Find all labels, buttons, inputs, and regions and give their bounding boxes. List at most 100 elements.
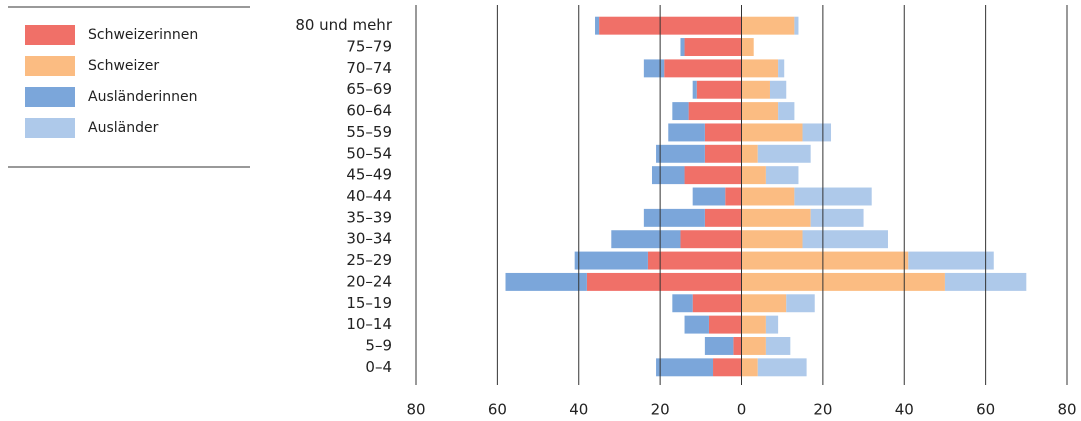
legend-swatch — [25, 56, 75, 76]
bar — [794, 16, 799, 35]
x-tick-label: 40 — [895, 401, 914, 419]
legend-label: Ausländerinnen — [88, 89, 197, 105]
bar — [733, 337, 742, 355]
x-tick-label: 80 — [406, 401, 425, 419]
bar — [741, 251, 909, 270]
bar — [656, 358, 714, 377]
y-tick-label: 35–39 — [346, 208, 392, 226]
bar — [684, 315, 709, 334]
bar — [765, 337, 791, 355]
bar — [680, 38, 685, 56]
bar — [769, 80, 787, 99]
bar — [704, 208, 742, 227]
x-tick-label: 80 — [1057, 401, 1076, 419]
bar — [704, 144, 742, 163]
y-tick-label: 5–9 — [365, 336, 392, 354]
bar — [741, 144, 758, 163]
bar — [725, 187, 742, 206]
bar — [741, 59, 779, 78]
bar — [741, 166, 766, 185]
y-tick-label: 10–14 — [346, 315, 392, 333]
bar — [595, 16, 600, 35]
bar — [741, 230, 803, 249]
bar — [668, 123, 705, 142]
bar — [802, 230, 888, 249]
bar — [741, 337, 766, 355]
x-tick-label: 40 — [569, 401, 588, 419]
y-tick-label: 30–34 — [346, 230, 392, 248]
y-tick-label: 15–19 — [346, 294, 392, 312]
y-tick-label: 50–54 — [346, 144, 392, 162]
bar — [741, 102, 779, 121]
bar — [672, 102, 689, 121]
bar — [692, 187, 726, 206]
bar — [794, 187, 872, 206]
bar — [741, 358, 758, 377]
bar — [643, 208, 705, 227]
bar — [741, 123, 803, 142]
bar — [765, 166, 799, 185]
bar — [741, 80, 770, 99]
bar — [765, 315, 779, 334]
x-tick-label: 20 — [651, 401, 670, 419]
bar — [741, 272, 945, 291]
bar — [741, 16, 795, 35]
bar — [692, 294, 742, 313]
y-tick-label: 40–44 — [346, 187, 392, 205]
y-tick-label: 65–69 — [346, 80, 392, 98]
x-tick-label: 60 — [976, 401, 995, 419]
bar — [651, 166, 685, 185]
bar — [696, 80, 742, 99]
y-tick-label: 80 und mehr — [295, 16, 393, 34]
bar — [810, 208, 864, 227]
bar — [680, 230, 742, 249]
bar — [713, 358, 742, 377]
y-tick-label: 20–24 — [346, 272, 392, 290]
bar — [688, 102, 742, 121]
bar — [741, 187, 795, 206]
legend-label: Schweizer — [88, 58, 159, 74]
bar — [505, 272, 587, 291]
bar — [599, 16, 742, 35]
bar — [692, 80, 697, 99]
bar — [802, 123, 832, 142]
legend-swatch — [25, 87, 75, 107]
bar — [611, 230, 681, 249]
bar — [778, 102, 795, 121]
bar — [647, 251, 742, 270]
legend-swatch — [25, 25, 75, 45]
bar — [741, 208, 811, 227]
y-tick-label: 55–59 — [346, 123, 392, 141]
bar — [757, 358, 807, 377]
bar — [704, 337, 734, 355]
x-tick-label: 0 — [737, 401, 747, 419]
bar — [586, 272, 742, 291]
bar — [741, 294, 787, 313]
bar — [664, 59, 742, 78]
bar — [741, 315, 766, 334]
bar — [757, 144, 811, 163]
legend-swatch — [25, 118, 75, 138]
bar — [908, 251, 994, 270]
bar — [643, 59, 665, 78]
bar — [574, 251, 648, 270]
bar — [684, 38, 742, 56]
y-tick-label: 0–4 — [365, 358, 392, 376]
bar — [704, 123, 742, 142]
y-tick-label: 60–64 — [346, 102, 392, 120]
bar — [786, 294, 815, 313]
bar — [656, 144, 705, 163]
x-tick-label: 20 — [813, 401, 832, 419]
bar — [778, 59, 785, 78]
bar — [672, 294, 693, 313]
legend-label: Ausländer — [88, 120, 159, 136]
legend-label: Schweizerinnen — [88, 27, 198, 43]
y-tick-label: 45–49 — [346, 166, 392, 184]
y-tick-label: 70–74 — [346, 59, 392, 77]
y-tick-label: 25–29 — [346, 251, 392, 269]
x-tick-label: 60 — [488, 401, 507, 419]
y-tick-label: 75–79 — [346, 38, 392, 56]
bar — [708, 315, 742, 334]
bar — [684, 166, 742, 185]
